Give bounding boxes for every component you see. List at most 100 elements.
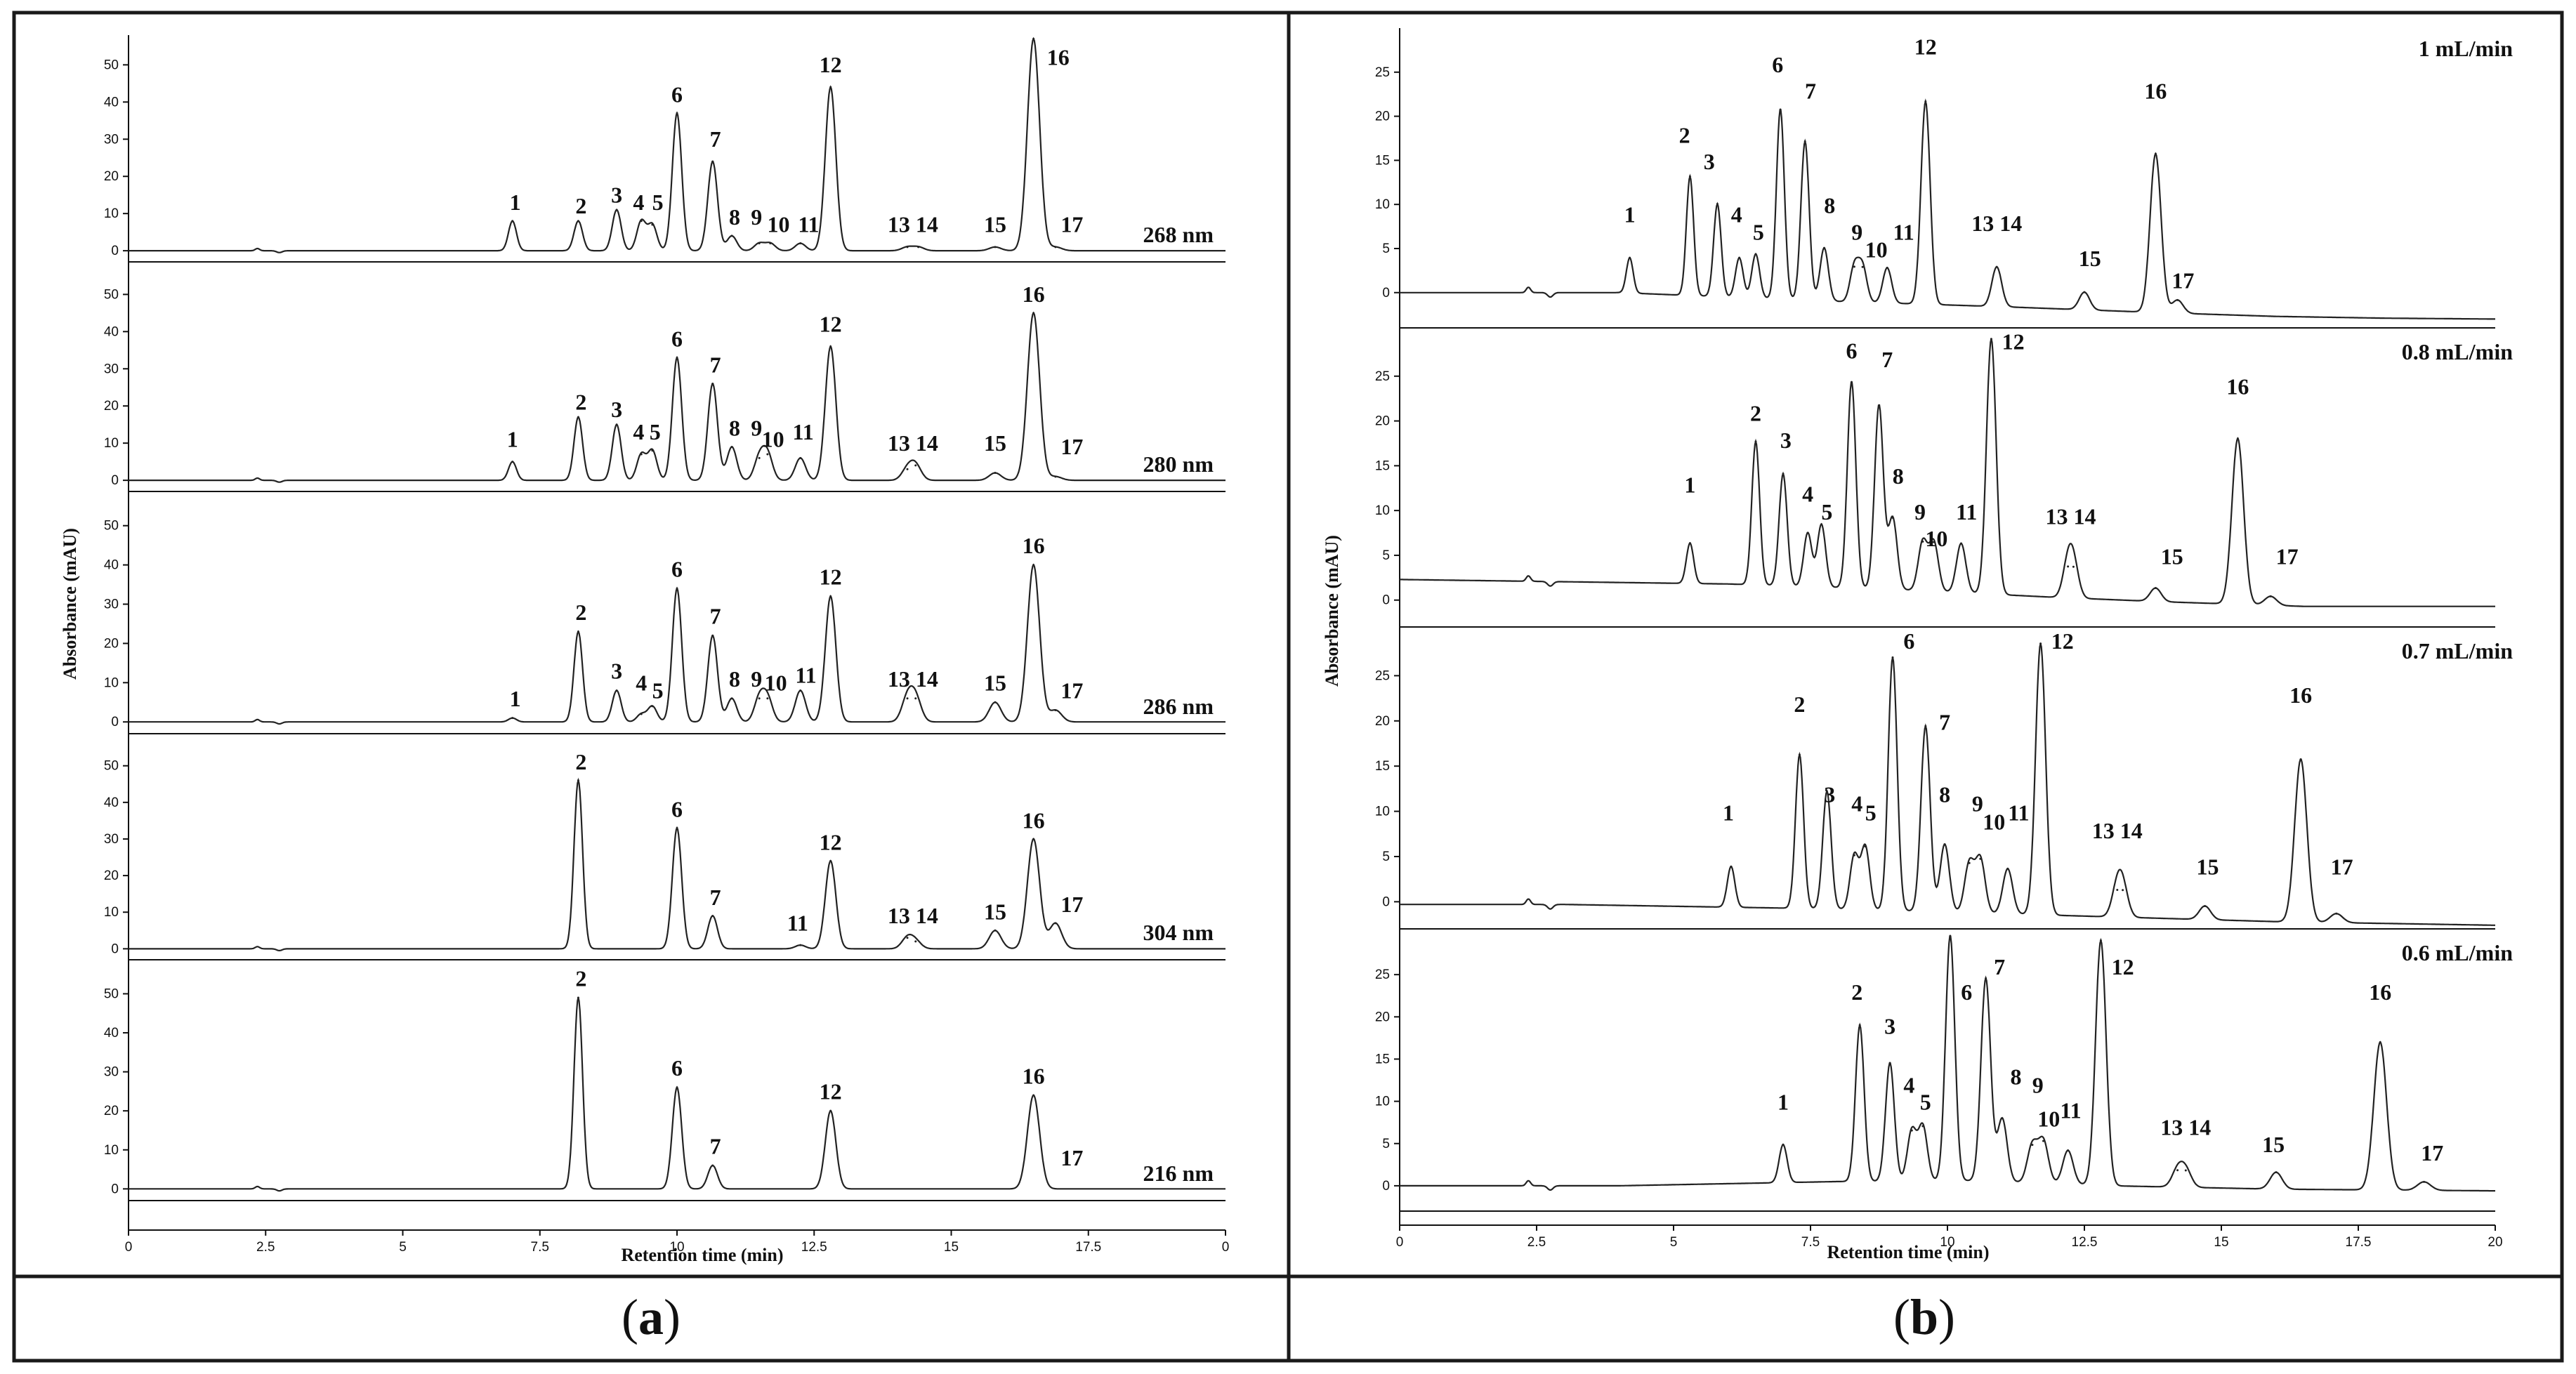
peak-label: 11 (787, 910, 808, 935)
peak-apex-15 (994, 472, 997, 475)
y-tick-label: 40 (104, 558, 119, 573)
peak-label: 10 (762, 426, 784, 451)
peak-label: 1 (1777, 1090, 1789, 1115)
peak-label: 16 (1047, 44, 1070, 70)
y-tick-label: 15 (1375, 458, 1390, 473)
peak-label: 13 14 (2092, 818, 2143, 843)
peak-label: 12 (1914, 34, 1937, 60)
y-tick-label: 20 (104, 399, 119, 414)
peak-label: 7 (710, 885, 721, 910)
peak-label: 17 (1060, 1145, 1083, 1170)
peak-label: 1 (507, 426, 518, 451)
peak-apex-3 (615, 423, 618, 426)
y-tick-label: 50 (104, 519, 119, 534)
peak-apex-6 (676, 112, 678, 114)
peak-apex-3 (1888, 1062, 1891, 1064)
peak-apex-16 (2299, 758, 2302, 760)
peak-apex-10 (1861, 265, 1864, 268)
track-condition-label: 0.6 mL/min (2402, 940, 2513, 965)
peak-label: 8 (729, 204, 740, 230)
peak-apex-17 (1054, 246, 1057, 249)
peak-apex-8 (1891, 516, 1894, 519)
peak-label: 16 (2226, 374, 2249, 399)
peak-label: 16 (2369, 979, 2391, 1005)
x-tick-label: 20 (2488, 1235, 2502, 1250)
peak-label: 4 (636, 671, 647, 696)
chromatogram-track: 0 10 20 30 40 50 2 6 7 11 12 13 14 15 16 17 304 nm (104, 749, 1225, 960)
peak-apex-5 (1864, 845, 1867, 848)
peak-apex-13 (906, 246, 909, 249)
peak-label: 11 (798, 212, 819, 237)
y-tick-label: 5 (1382, 1137, 1390, 1151)
y-tick-label: 10 (1375, 197, 1390, 212)
y-tick-label: 50 (104, 759, 119, 774)
peak-label: 1 (1723, 800, 1734, 825)
peak-label: 1 (1684, 473, 1695, 498)
peak-label: 15 (984, 899, 1006, 925)
y-tick-label: 10 (104, 905, 119, 920)
peak-apex-13 (906, 697, 909, 700)
peak-label: 6 (671, 326, 683, 351)
y-tick-label: 20 (104, 868, 119, 883)
peak-label: 16 (1023, 533, 1045, 558)
peak-label: 9 (1972, 791, 1983, 817)
peak-apex-2 (1798, 753, 1801, 756)
peak-label: 12 (820, 830, 842, 855)
peak-label: 17 (2171, 267, 2194, 293)
track-condition-label: 216 nm (1143, 1161, 1214, 1186)
y-tick-label: 0 (1382, 1179, 1390, 1194)
peak-apex-7 (711, 382, 714, 385)
peak-label: 6 (1772, 52, 1783, 77)
peak-label: 10 (765, 671, 787, 696)
peak-label: 15 (2197, 854, 2219, 880)
peak-apex-14 (917, 246, 920, 249)
x-tick-label: 15 (2214, 1235, 2228, 1250)
peak-apex-9 (758, 697, 761, 700)
peak-apex-2 (577, 779, 579, 782)
peak-label: 3 (611, 397, 622, 422)
peak-apex-16 (2236, 437, 2239, 440)
peak-label: 6 (671, 1055, 683, 1081)
peak-apex-9 (1968, 861, 1971, 864)
peak-label: 17 (1060, 434, 1083, 459)
y-tick-label: 15 (1375, 759, 1390, 774)
peak-apex-3 (1782, 473, 1785, 475)
peak-apex-13 (906, 468, 909, 470)
x-tick-label: 15 (944, 1240, 959, 1255)
peak-apex-4 (640, 713, 643, 715)
peak-apex-7 (1878, 404, 1880, 407)
peak-apex-2 (577, 220, 579, 223)
peak-label: 3 (1884, 1013, 1895, 1038)
peak-label: 17 (1060, 892, 1083, 917)
peak-label: 17 (2331, 854, 2353, 880)
peak-apex-12 (2099, 939, 2102, 942)
peak-label: 13 14 (888, 666, 938, 692)
y-tick-label: 10 (104, 1143, 119, 1158)
peak-label: 10 (2037, 1107, 2060, 1132)
y-tick-label: 40 (104, 95, 119, 110)
peak-label: 12 (820, 52, 842, 77)
peak-apex-15 (994, 246, 997, 249)
peak-label: 5 (652, 190, 664, 215)
track-condition-label: 1 mL/min (2419, 36, 2513, 61)
x-tick-label: 12.5 (2072, 1235, 2098, 1250)
peak-apex-8 (1823, 246, 1825, 249)
peak-label: 16 (1023, 1063, 1045, 1088)
peak-apex-12 (1924, 100, 1927, 103)
peak-label: 7 (1881, 347, 1893, 372)
peak-label: 4 (633, 419, 644, 444)
track-condition-label: 286 nm (1143, 694, 1214, 719)
x-tick-label: 17.5 (1075, 1240, 1101, 1255)
peak-apex-12 (829, 859, 832, 862)
peak-apex-3 (1825, 790, 1828, 793)
peak-label: 11 (1956, 499, 1977, 524)
peak-label: 13 14 (888, 903, 938, 928)
peak-label: 12 (2002, 329, 2025, 355)
y-tick-label: 40 (104, 795, 119, 810)
peak-label: 2 (575, 600, 586, 625)
peak-apex-11 (2067, 1149, 2070, 1151)
